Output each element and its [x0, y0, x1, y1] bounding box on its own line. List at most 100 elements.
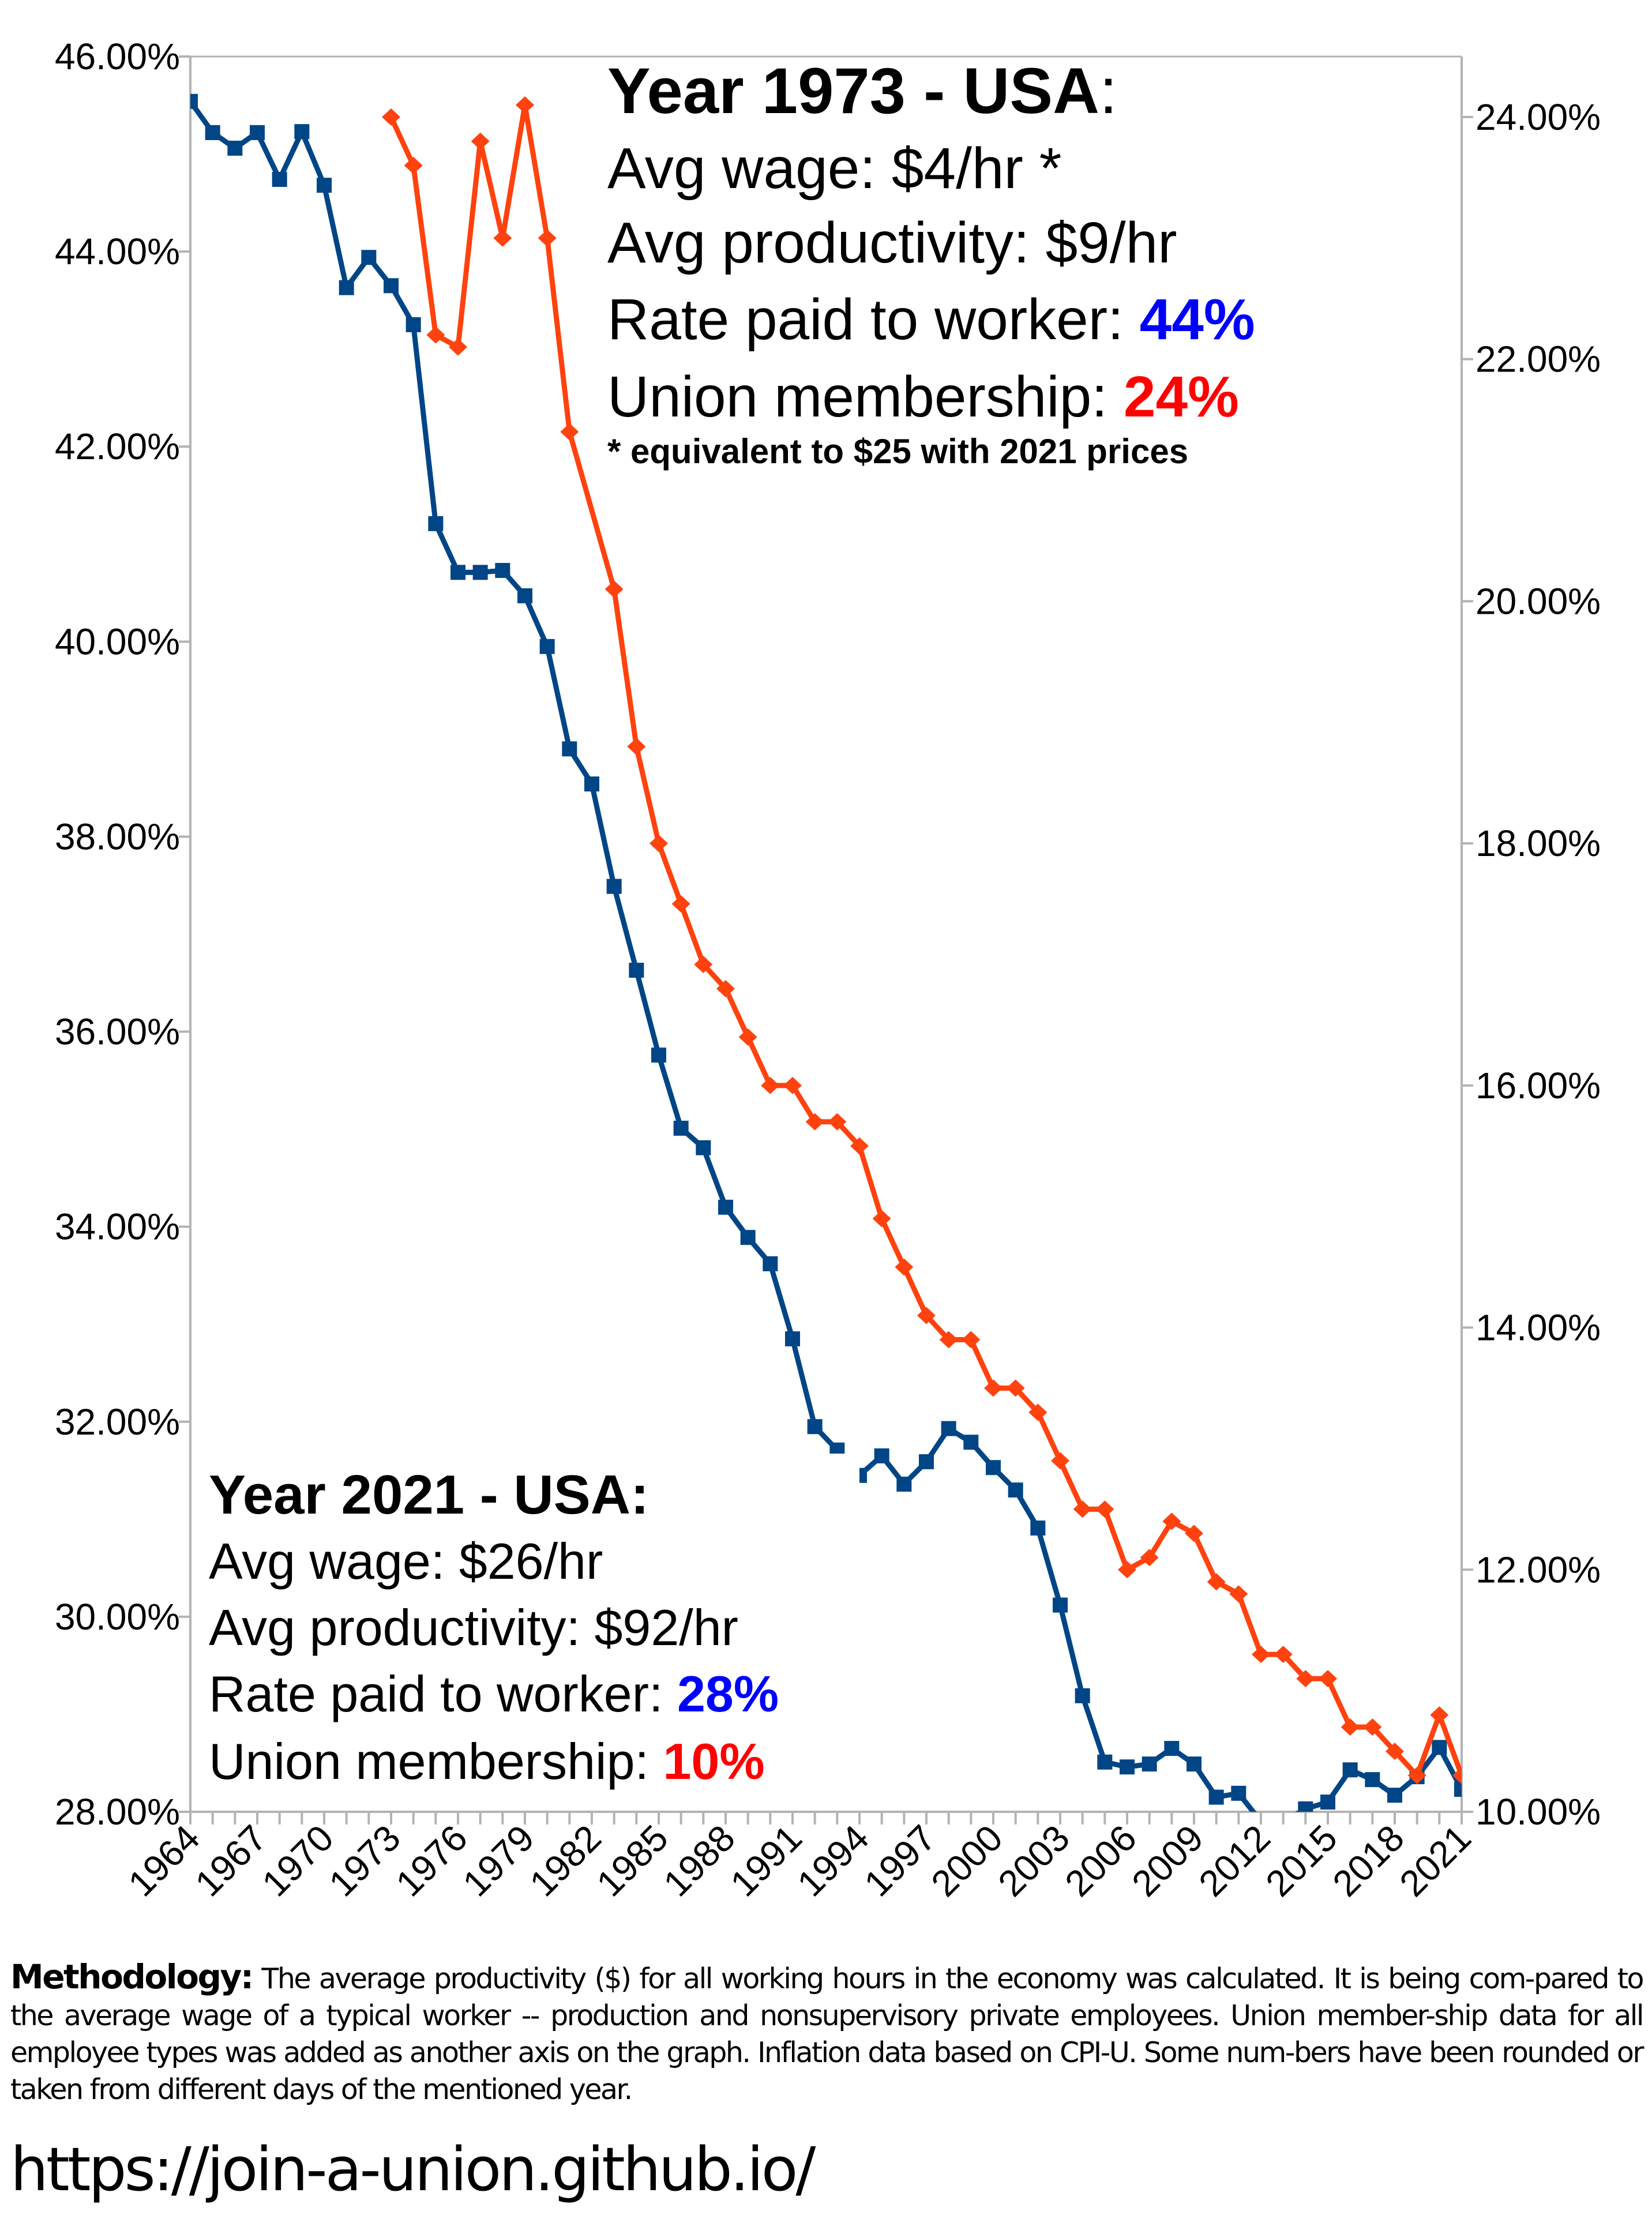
union-membership-point: [783, 1076, 802, 1094]
right-tick-label: 18.00%: [1475, 823, 1601, 864]
left-tick-label: 36.00%: [55, 1011, 180, 1053]
annotation-2021-union-value: 10%: [663, 1733, 764, 1790]
wage-ratio-point: [1432, 1740, 1447, 1755]
wage-ratio-point: [1208, 1789, 1224, 1805]
x-tick-label: 2006: [1057, 1817, 1144, 1905]
x-tick-label: 1973: [321, 1817, 408, 1905]
left-tick-label: 40.00%: [55, 621, 180, 662]
annotation-2021-productivity: Avg productivity: $92/hr: [209, 1599, 738, 1656]
union-membership-point: [471, 132, 490, 150]
x-tick-label: 1976: [388, 1817, 475, 1905]
wage-ratio-point: [1298, 1801, 1313, 1812]
annotation-2021-rate-label: Rate paid to worker:: [209, 1665, 677, 1722]
wage-ratio-point: [1231, 1785, 1246, 1801]
wage-ratio-point: [294, 124, 310, 140]
wage-ratio-point: [361, 250, 377, 265]
union-membership-point: [1185, 1525, 1203, 1542]
annotation-1973-union-label: Union membership:: [607, 365, 1124, 429]
union-membership-point: [382, 108, 400, 126]
left-tick-label: 28.00%: [55, 1791, 180, 1833]
x-tick-label: 2018: [1324, 1817, 1412, 1905]
methodology-text: The average productivity ($) for all wor…: [10, 1962, 1645, 2106]
union-membership-point: [1207, 1573, 1226, 1591]
wage-ratio-point: [517, 588, 532, 603]
union-membership-point: [605, 580, 624, 598]
annotation-2021-wage: Avg wage: $26/hr: [209, 1533, 603, 1590]
annotation-1973-title-line: Year 1973 - USA:: [607, 55, 1117, 127]
union-membership-point: [738, 1028, 757, 1046]
axes: [179, 55, 1473, 1824]
left-tick-label: 44.00%: [55, 231, 180, 272]
union-membership-point: [1363, 1718, 1382, 1736]
x-tick-label: 2012: [1191, 1817, 1278, 1905]
wage-ratio-point: [1320, 1794, 1335, 1810]
union-membership-point: [1051, 1452, 1069, 1470]
right-tick-label: 22.00%: [1475, 339, 1601, 380]
wage-ratio-point: [941, 1421, 956, 1436]
wage-ratio-point: [1008, 1482, 1023, 1498]
x-tick-label: 1988: [655, 1817, 743, 1905]
x-tick-label: 1985: [588, 1817, 676, 1905]
union-membership-point: [984, 1379, 1003, 1397]
right-tick-label: 14.00%: [1475, 1307, 1601, 1349]
wage-ratio-point: [785, 1331, 800, 1347]
wage-ratio-point: [651, 1048, 666, 1063]
wage-ratio-point: [740, 1230, 756, 1245]
wage-ratio-point: [1120, 1759, 1135, 1775]
annotation-2021-union-label: Union membership:: [209, 1733, 663, 1790]
union-membership-point: [962, 1331, 981, 1349]
x-tick-label: 1967: [187, 1817, 275, 1905]
right-tick-label: 24.00%: [1475, 96, 1601, 138]
annotation-1973-colon: :: [1099, 55, 1117, 127]
x-tick-label: 1994: [789, 1817, 877, 1905]
annotation-1973-union-value: 24%: [1124, 365, 1239, 429]
wage-ratio-point: [205, 125, 220, 140]
annotation-1973: Year 1973 - USA: Avg wage: $4/hr * Avg p…: [607, 55, 1255, 471]
annotation-1973-footnote: * equivalent to $25 with 2021 prices: [607, 432, 1188, 471]
left-tick-label: 30.00%: [55, 1596, 180, 1638]
right-tick-label: 10.00%: [1475, 1791, 1601, 1833]
union-membership-point: [1006, 1379, 1025, 1397]
annotation-2021: Year 2021 - USA: Avg wage: $26/hr Avg pr…: [196, 1454, 859, 1800]
wage-ratio-point: [1164, 1741, 1180, 1756]
x-tick-label: 1970: [254, 1817, 341, 1905]
wage-ratio-point: [1075, 1688, 1090, 1703]
union-membership-point: [716, 979, 735, 997]
wage-ratio-point: [606, 879, 622, 894]
union-membership-point: [917, 1307, 936, 1324]
union-membership-point: [850, 1137, 869, 1155]
wage-ratio-point: [763, 1256, 778, 1271]
union-membership-point: [516, 96, 534, 114]
union-membership-point: [1319, 1670, 1337, 1688]
union-membership-point: [1296, 1670, 1315, 1688]
wage-ratio-point: [584, 776, 599, 792]
annotation-2021-rate-value: 28%: [677, 1665, 779, 1722]
union-membership-point: [1229, 1585, 1248, 1603]
wage-ratio-point: [250, 125, 265, 140]
union-membership-point: [1073, 1500, 1092, 1518]
union-membership-point: [404, 156, 423, 174]
wage-ratio-point: [190, 93, 198, 109]
left-tick-label: 38.00%: [55, 816, 180, 857]
right-tick-label: 12.00%: [1475, 1549, 1601, 1590]
source-url[interactable]: https://join-a-union.github.io/: [10, 2134, 816, 2205]
wage-ratio-point: [986, 1460, 1001, 1476]
methodology-label: Methodology:: [10, 1957, 254, 1996]
annotation-1973-rate-label: Rate paid to worker:: [607, 287, 1140, 352]
union-membership-point: [872, 1210, 891, 1227]
wage-ratio-point: [807, 1419, 823, 1435]
union-membership-point: [1274, 1646, 1293, 1664]
methodology-note: Methodology: The average productivity ($…: [10, 1957, 1645, 2108]
union-membership-point: [1430, 1706, 1449, 1724]
union-membership-point: [1386, 1743, 1404, 1760]
x-tick-label: 1997: [856, 1817, 944, 1905]
left-tick-label: 42.00%: [55, 426, 180, 467]
union-membership-point: [1252, 1646, 1270, 1664]
wage-ratio-point: [1454, 1782, 1462, 1797]
wage-ratio-point: [896, 1476, 912, 1492]
union-membership-point: [1140, 1549, 1159, 1567]
right-tick-label: 16.00%: [1475, 1065, 1601, 1106]
annotation-2021-rate: Rate paid to worker: 28%: [209, 1665, 779, 1722]
union-membership-point: [560, 423, 579, 441]
